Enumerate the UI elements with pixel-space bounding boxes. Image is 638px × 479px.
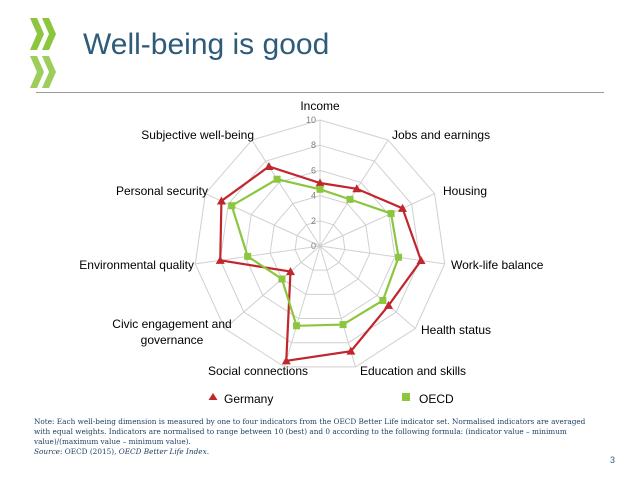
note-text: Note: Each well-being dimension is measu… [34,417,586,446]
legend-marker-oecd [402,393,410,401]
point-oecd-5 [339,321,347,329]
radar-chart: 0 2 4 6 8 10 Income Jobs and earnings Housing Wo… [79,99,544,406]
category-label-8: Environmental quality [79,258,194,272]
tick-label-4: 4 [311,191,316,201]
series-line-oecd [230,178,400,327]
series-layer [215,162,426,365]
category-label-9: Personal security [116,184,208,198]
category-label-7: Civic engagement and governance [112,317,231,347]
source-end: . [206,447,210,456]
point-oecd-6 [293,322,301,330]
point-germany-2 [398,203,408,212]
point-germany-1 [352,184,362,193]
point-germany-5 [346,346,356,355]
radar-grid [194,119,446,368]
radial-ticks: 0 2 4 6 8 10 [306,115,316,251]
point-germany-8 [215,255,225,264]
grid-ring-8 [219,144,421,344]
slide-title: Well-being is good [83,28,330,61]
category-label-4: Health status [421,323,491,337]
point-oecd-8 [244,252,252,260]
grid-spoke-5 [319,245,356,368]
category-label-5: Education and skills [360,364,466,378]
series-line-germany [219,165,423,363]
grid-ring-2 [294,220,346,271]
legend-marker-germany [208,393,218,400]
category-label-2: Housing [443,184,487,198]
legend-label-germany: Germany [224,392,273,406]
point-germany-10 [264,162,274,171]
point-oecd-0 [316,185,324,193]
point-oecd-4 [379,296,387,304]
grid-ring-4 [269,195,371,295]
category-label-0: Income [300,99,340,113]
grid-spoke-4 [319,245,416,329]
point-oecd-7 [278,275,286,283]
point-oecd-1 [346,195,354,203]
point-germany-0 [315,178,325,187]
logo-chevrons [30,18,56,88]
tick-label-8: 8 [311,140,316,150]
legend: Germany OECD [208,392,454,406]
tick-label-2: 2 [311,216,316,226]
point-germany-7 [285,267,295,276]
tick-label-0: 0 [311,241,316,251]
page-number: 3 [610,455,616,465]
point-germany-3 [416,256,426,265]
source-title: OECD Better Life Index [118,447,207,456]
grid-spoke-10 [251,139,321,247]
oecd-logo-icon [30,18,56,88]
category-label-10: Subjective well-being [141,128,254,142]
grid-ring-6 [244,169,396,320]
point-oecd-9 [228,202,236,210]
legend-label-oecd: OECD [419,392,454,406]
tick-label-10: 10 [306,115,316,125]
point-germany-6 [281,356,291,365]
grid-spoke-8 [195,245,321,265]
grid-spoke-7 [224,245,321,329]
point-oecd-3 [395,253,403,261]
source-label: Source [34,447,60,456]
grid-ring-10 [194,119,446,368]
grid-spoke-6 [284,245,321,368]
title-divider [36,92,604,93]
point-oecd-10 [273,175,281,183]
footnote: Note: Each well-being dimension is measu… [34,417,594,457]
grid-spoke-3 [319,245,445,265]
point-germany-9 [216,196,226,205]
category-label-6: Social connections [208,364,308,378]
grid-spoke-1 [319,139,389,247]
category-labels: Income Jobs and earnings Housing Work-life … [79,99,544,378]
source-text: : OECD (2015), [60,447,119,456]
point-germany-4 [384,300,394,309]
tick-label-6: 6 [311,165,316,175]
category-label-3: Work-life balance [451,258,544,272]
point-oecd-2 [387,210,395,218]
category-label-1: Jobs and earnings [392,128,490,142]
grid-spoke-2 [319,193,435,247]
